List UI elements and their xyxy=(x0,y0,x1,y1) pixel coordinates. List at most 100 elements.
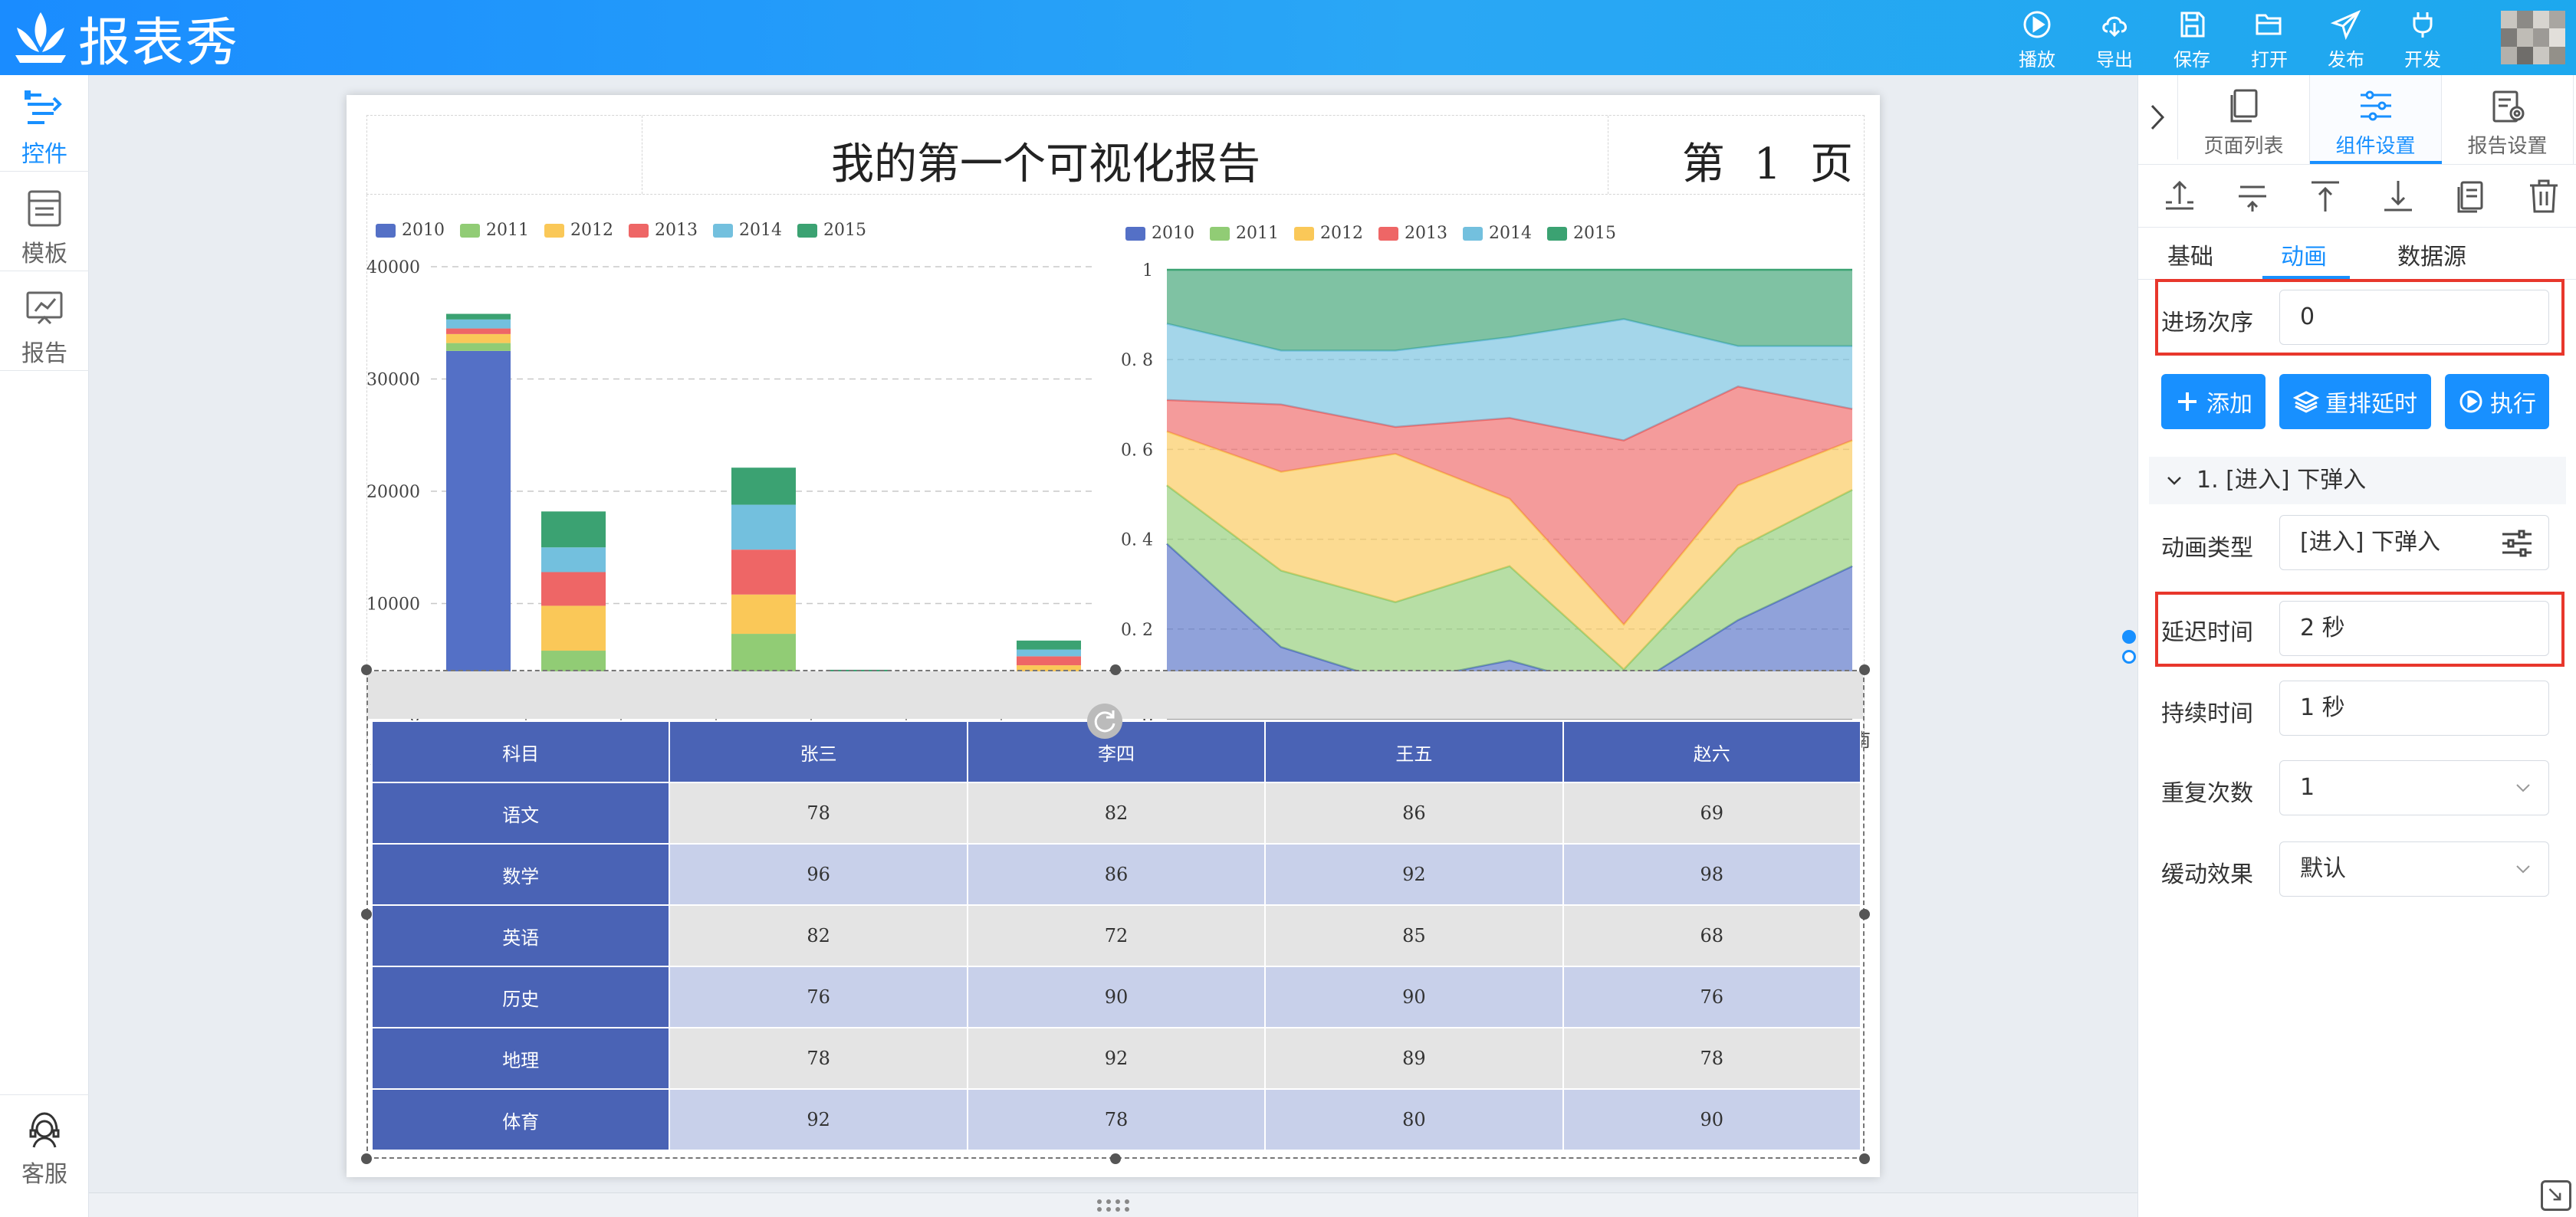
plug-icon xyxy=(2413,12,2433,38)
run-button[interactable]: 执行 xyxy=(2445,374,2549,429)
publish-label: 发布 xyxy=(2328,49,2364,71)
publish-button[interactable]: 发布 xyxy=(2312,8,2380,71)
repeat-value: 1 xyxy=(2300,774,2315,801)
resize-handle[interactable] xyxy=(361,909,372,920)
bar-segment xyxy=(731,594,796,635)
resize-handle[interactable] xyxy=(1859,909,1870,920)
repeat-select[interactable]: 1 xyxy=(2279,760,2549,815)
align-top-icon[interactable] xyxy=(2304,175,2347,218)
table-cell: 78 xyxy=(966,1088,1267,1151)
develop-button[interactable]: 开发 xyxy=(2388,8,2457,71)
table-header-row: 科目 张三 李四 王五 赵六 xyxy=(370,720,1862,783)
table-row: 历史 76 90 90 76 xyxy=(370,966,1862,1028)
anchor-dot[interactable] xyxy=(2122,650,2136,664)
y-tick-label: 0. 8 xyxy=(1121,351,1153,370)
align-bottom-icon[interactable] xyxy=(2377,175,2420,218)
y-tick-label: 1 xyxy=(1142,261,1153,280)
adjust-icon[interactable] xyxy=(2501,530,2533,557)
tab-label: 报告设置 xyxy=(2467,135,2548,158)
legend-item[interactable]: 2013 xyxy=(1378,224,1447,243)
rotate-handle[interactable] xyxy=(1087,704,1122,739)
duration-value: 1 秒 xyxy=(2300,694,2345,721)
legend-item[interactable]: 2011 xyxy=(460,221,529,240)
app-logo[interactable]: 报表秀 xyxy=(11,5,239,74)
bar-segment xyxy=(731,467,796,505)
legend-item[interactable]: 2013 xyxy=(629,221,698,240)
legend-item[interactable]: 2012 xyxy=(1294,224,1363,243)
legend-item[interactable]: 2010 xyxy=(1125,224,1194,243)
delay-input[interactable]: 2 秒 xyxy=(2279,601,2549,656)
resize-handle[interactable] xyxy=(361,1153,372,1164)
move-up-icon[interactable] xyxy=(2158,175,2201,218)
subtab-datasource[interactable]: 数据源 xyxy=(2397,244,2466,271)
bar-segment xyxy=(446,333,511,343)
panel-collapse-button[interactable] xyxy=(2138,75,2178,159)
legend-item[interactable]: 2011 xyxy=(1210,224,1279,243)
sidebar-label-widgets: 控件 xyxy=(21,141,67,168)
easing-select[interactable]: 默认 xyxy=(2279,841,2549,897)
legend-item[interactable]: 2010 xyxy=(376,221,445,240)
title-widget[interactable]: 我的第一个可视化报告 第 1 页 xyxy=(366,115,1865,195)
resize-handle[interactable] xyxy=(1859,1153,1870,1164)
subtab-animation[interactable]: 动画 xyxy=(2281,244,2327,271)
play-button[interactable]: 播放 xyxy=(2003,8,2072,71)
plus-icon xyxy=(2178,392,2196,411)
resize-handle[interactable] xyxy=(1110,664,1121,675)
layers-icon xyxy=(2293,391,2319,413)
duration-input[interactable]: 1 秒 xyxy=(2279,681,2549,736)
sidebar-item-support[interactable]: 客服 xyxy=(0,1094,89,1191)
table-header-cell: 王五 xyxy=(1264,720,1564,783)
tab-component-settings[interactable]: 组件设置 xyxy=(2310,75,2442,164)
legend-swatch xyxy=(797,223,817,238)
tab-report-settings[interactable]: 报告设置 xyxy=(2442,75,2574,164)
legend-item[interactable]: 2015 xyxy=(1547,224,1616,243)
save-button[interactable]: 保存 xyxy=(2157,8,2226,71)
table-cell: 76 xyxy=(1562,966,1862,1028)
report-title: 我的第一个可视化报告 xyxy=(831,139,1260,189)
anchor-dot[interactable] xyxy=(2122,630,2136,644)
resize-handle[interactable] xyxy=(361,664,372,675)
sidebar-item-templates[interactable]: 模板 xyxy=(0,175,89,271)
table-cell: 68 xyxy=(1562,904,1862,967)
legend-swatch xyxy=(376,223,396,238)
sidebar-item-reports[interactable]: 报告 xyxy=(0,274,89,371)
delete-icon[interactable] xyxy=(2522,175,2565,218)
legend-item[interactable]: 2014 xyxy=(1463,224,1532,243)
bar-segment xyxy=(541,547,606,572)
score-table[interactable]: 科目 张三 李四 王五 赵六 语文 78 82 86 69 数学 96 xyxy=(370,720,1862,1151)
reorder-delay-button[interactable]: 重排延时 xyxy=(2279,374,2431,429)
user-avatar[interactable] xyxy=(2501,11,2565,64)
legend-swatch xyxy=(1294,226,1314,241)
report-icon xyxy=(26,291,63,325)
report-settings-icon xyxy=(2492,90,2524,123)
table-row: 地理 78 92 89 78 xyxy=(370,1027,1862,1090)
sidebar-item-widgets[interactable]: 控件 xyxy=(0,75,89,172)
bar-segment xyxy=(541,572,606,606)
chevron-down-icon xyxy=(2516,865,2530,874)
fullscreen-icon[interactable] xyxy=(2541,1180,2571,1211)
table-cell: 86 xyxy=(1264,782,1564,845)
legend-item[interactable]: 2012 xyxy=(544,221,613,240)
align-center-icon[interactable] xyxy=(2231,175,2274,218)
subtab-basic[interactable]: 基础 xyxy=(2167,244,2213,271)
export-button[interactable]: 导出 xyxy=(2080,8,2149,71)
animation-group-header[interactable]: 1. [进入] 下弹入 xyxy=(2149,457,2566,504)
anim-type-select[interactable]: [进入] 下弹入 xyxy=(2279,515,2549,570)
table-row-header: 体育 xyxy=(370,1088,671,1151)
bottom-drag-bar[interactable] xyxy=(89,1192,2137,1217)
table-row: 英语 82 72 85 68 xyxy=(370,904,1862,967)
legend-item[interactable]: 2015 xyxy=(797,221,866,240)
table-cell: 86 xyxy=(966,843,1267,906)
resize-handle[interactable] xyxy=(1110,1153,1121,1164)
open-button[interactable]: 打开 xyxy=(2235,8,2304,71)
report-page[interactable]: 我的第一个可视化报告 第 1 页 2010 2011 2012 2013 2014 201… xyxy=(347,95,1880,1177)
widgets-icon xyxy=(25,90,62,124)
resize-handle[interactable] xyxy=(1859,664,1870,675)
legend-label: 2010 xyxy=(402,221,445,240)
entry-order-input[interactable]: 0 xyxy=(2279,290,2549,345)
tab-page-list[interactable]: 页面列表 xyxy=(2178,75,2310,164)
legend-item[interactable]: 2014 xyxy=(713,221,782,240)
add-button[interactable]: 添加 xyxy=(2161,374,2266,429)
copy-icon[interactable] xyxy=(2450,175,2492,218)
